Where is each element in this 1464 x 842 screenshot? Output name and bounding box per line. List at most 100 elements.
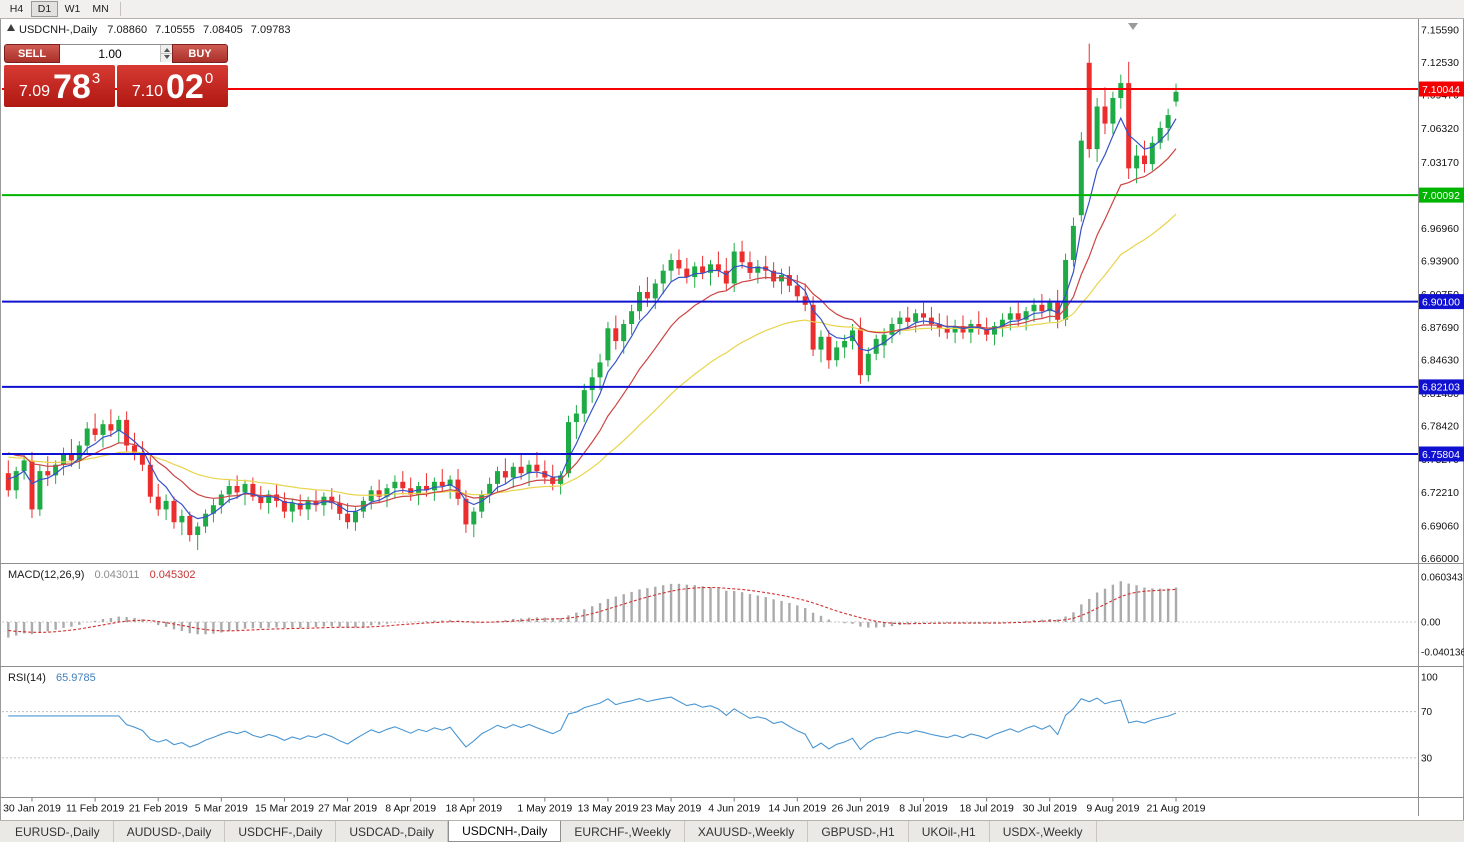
candle (1134, 155, 1140, 169)
candle (692, 266, 698, 278)
volume-input[interactable] (60, 45, 172, 63)
candle (581, 390, 587, 414)
date-axis-label: 21 Feb 2019 (129, 803, 188, 815)
date-axis-label: 21 Aug 2019 (1147, 803, 1206, 815)
date-axis-label: 8 Apr 2019 (385, 803, 436, 815)
macd-main-value: 0.043011 (94, 569, 139, 581)
candle (297, 503, 303, 510)
candle (573, 413, 579, 422)
candle (250, 483, 256, 497)
candle (400, 481, 406, 489)
candle (37, 471, 43, 510)
candle (1165, 115, 1171, 128)
uptick-arrow-icon (7, 24, 15, 31)
sell-button[interactable]: SELL (4, 44, 60, 63)
candle (936, 324, 942, 329)
candle (471, 511, 477, 525)
tab-label: UKOil-,H1 (921, 824, 976, 839)
candle (1149, 142, 1155, 165)
candle (179, 515, 185, 523)
chart-tab-eurchf-weekly[interactable]: EURCHF-,Weekly (561, 821, 685, 842)
candle (834, 347, 840, 361)
candle (1142, 155, 1147, 165)
candle (605, 328, 611, 361)
chart-tab-usdx-weekly[interactable]: USDX-,Weekly (990, 821, 1097, 842)
date-axis-label: 9 Aug 2019 (1086, 803, 1139, 815)
chart-tab-audusd-daily[interactable]: AUDUSD-,Daily (114, 821, 226, 842)
candle (337, 503, 343, 514)
candle (629, 311, 635, 324)
round-number-7-00092-price-tag: 7.00092 (1419, 187, 1464, 203)
candle (518, 466, 524, 474)
chart-tab-usdchf-daily[interactable]: USDCHF-,Daily (225, 821, 337, 842)
buy-button[interactable]: BUY (172, 44, 228, 63)
chart-tab-usdcad-daily[interactable]: USDCAD-,Daily (336, 821, 449, 842)
macd-signal-line (8, 586, 1177, 633)
ask-pips: 02 (165, 68, 204, 106)
candle (526, 464, 532, 474)
timeframe-mn-button[interactable]: MN (87, 1, 114, 17)
ask-price-box[interactable]: 7.10 02 0 (117, 65, 228, 107)
ma-fast-line (8, 116, 1177, 520)
timeframe-d1-button[interactable]: D1 (31, 1, 58, 17)
candle (1173, 91, 1179, 102)
candle (708, 264, 713, 273)
chart-tab-ukoil-h1[interactable]: UKOil-,H1 (909, 821, 990, 842)
candle (203, 513, 209, 527)
candle (353, 511, 358, 523)
candle (1126, 83, 1132, 169)
candle (68, 454, 74, 461)
candle (289, 503, 295, 512)
candlestick-series (5, 43, 1179, 550)
candle (226, 486, 232, 495)
timeframe-toolbar: H4 D1 W1 MN (0, 0, 1464, 19)
date-axis-label: 30 Jul 2019 (1023, 803, 1077, 815)
tab-label: AUDUSD-,Daily (126, 824, 212, 839)
candle (613, 328, 619, 342)
price-axis-label: 7.15590 (1421, 24, 1459, 36)
candle (1157, 127, 1163, 143)
macd-axis-label: -0.040136 (1421, 647, 1464, 658)
candle (479, 494, 485, 512)
bid-point: 3 (91, 70, 101, 87)
ohlc-header: USDCNH-,Daily 7.08860 7.10555 7.08405 7.… (7, 24, 291, 36)
candle (431, 481, 437, 491)
date-axis-label: 14 Jun 2019 (768, 803, 826, 815)
toolbar-separator (120, 2, 121, 16)
candle (218, 494, 224, 506)
timeframe-h4-button[interactable]: H4 (3, 1, 30, 17)
chart-tab-usdcnh-daily[interactable]: USDCNH-,Daily (448, 821, 562, 842)
timeframe-w1-button[interactable]: W1 (59, 1, 86, 17)
candle (195, 526, 201, 535)
price-axis-label: 6.87690 (1421, 322, 1459, 334)
volume-increase-button[interactable] (161, 45, 172, 54)
candle (897, 317, 903, 324)
chart-tab-xauusd-weekly[interactable]: XAUUSD-,Weekly (685, 821, 809, 842)
candle (755, 266, 761, 273)
candle (376, 490, 382, 497)
tab-label: USDX-,Weekly (1002, 824, 1083, 839)
ohlc-low: 7.08405 (203, 24, 243, 36)
candle (597, 362, 603, 378)
chart-tab-eurusd-daily[interactable]: EURUSD-,Daily (2, 821, 114, 842)
ohlc-open: 7.08860 (107, 24, 147, 36)
bid-price-box[interactable]: 7.09 78 3 (4, 65, 115, 107)
candle (889, 324, 895, 335)
support-6-90100-price-tag: 6.90100 (1419, 294, 1464, 310)
chart-tab-gbpusd-h1[interactable]: GBPUSD-,H1 (808, 821, 909, 842)
chart-shift-marker[interactable] (1128, 23, 1138, 30)
candle (1102, 106, 1108, 124)
candle (132, 445, 137, 454)
ask-point: 0 (204, 70, 214, 87)
date-axis-label: 27 Mar 2019 (318, 803, 377, 815)
candle (495, 471, 500, 484)
volume-decrease-button[interactable] (161, 54, 172, 62)
candle (715, 264, 721, 271)
price-axis-label: 6.93900 (1421, 256, 1459, 268)
candle (502, 471, 508, 478)
rsi-axis-label: 70 (1421, 707, 1433, 718)
candle (921, 313, 926, 318)
candle (976, 324, 982, 329)
date-axis-label: 15 Mar 2019 (255, 803, 314, 815)
